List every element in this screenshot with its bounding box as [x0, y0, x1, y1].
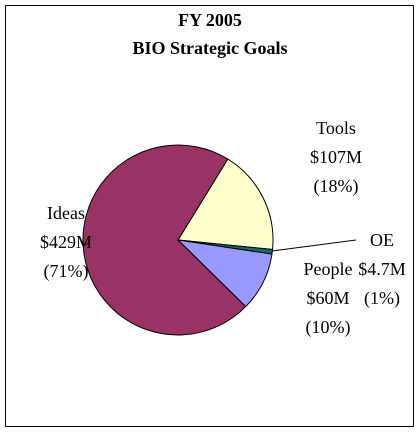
slice-label: Tools — [316, 118, 356, 138]
value-label: $429M — [40, 232, 92, 252]
leader-line — [271, 239, 357, 252]
slice-label: People — [304, 259, 353, 279]
percent-label: (1%) — [364, 288, 400, 309]
percent-label: (10%) — [306, 317, 351, 338]
chart-title: FY 2005 — [178, 10, 242, 30]
value-label: $4.7M — [358, 259, 406, 279]
pie-slice — [82, 144, 247, 336]
percent-label: (18%) — [314, 176, 359, 197]
chart-subtitle: BIO Strategic Goals — [133, 38, 288, 58]
slice-label: Ideas — [47, 203, 85, 223]
percent-label: (71%) — [44, 261, 89, 282]
value-label: $60M — [306, 288, 349, 308]
slice-label: OE — [370, 230, 394, 250]
value-label: $107M — [310, 147, 362, 167]
pie-slice — [177, 158, 274, 251]
